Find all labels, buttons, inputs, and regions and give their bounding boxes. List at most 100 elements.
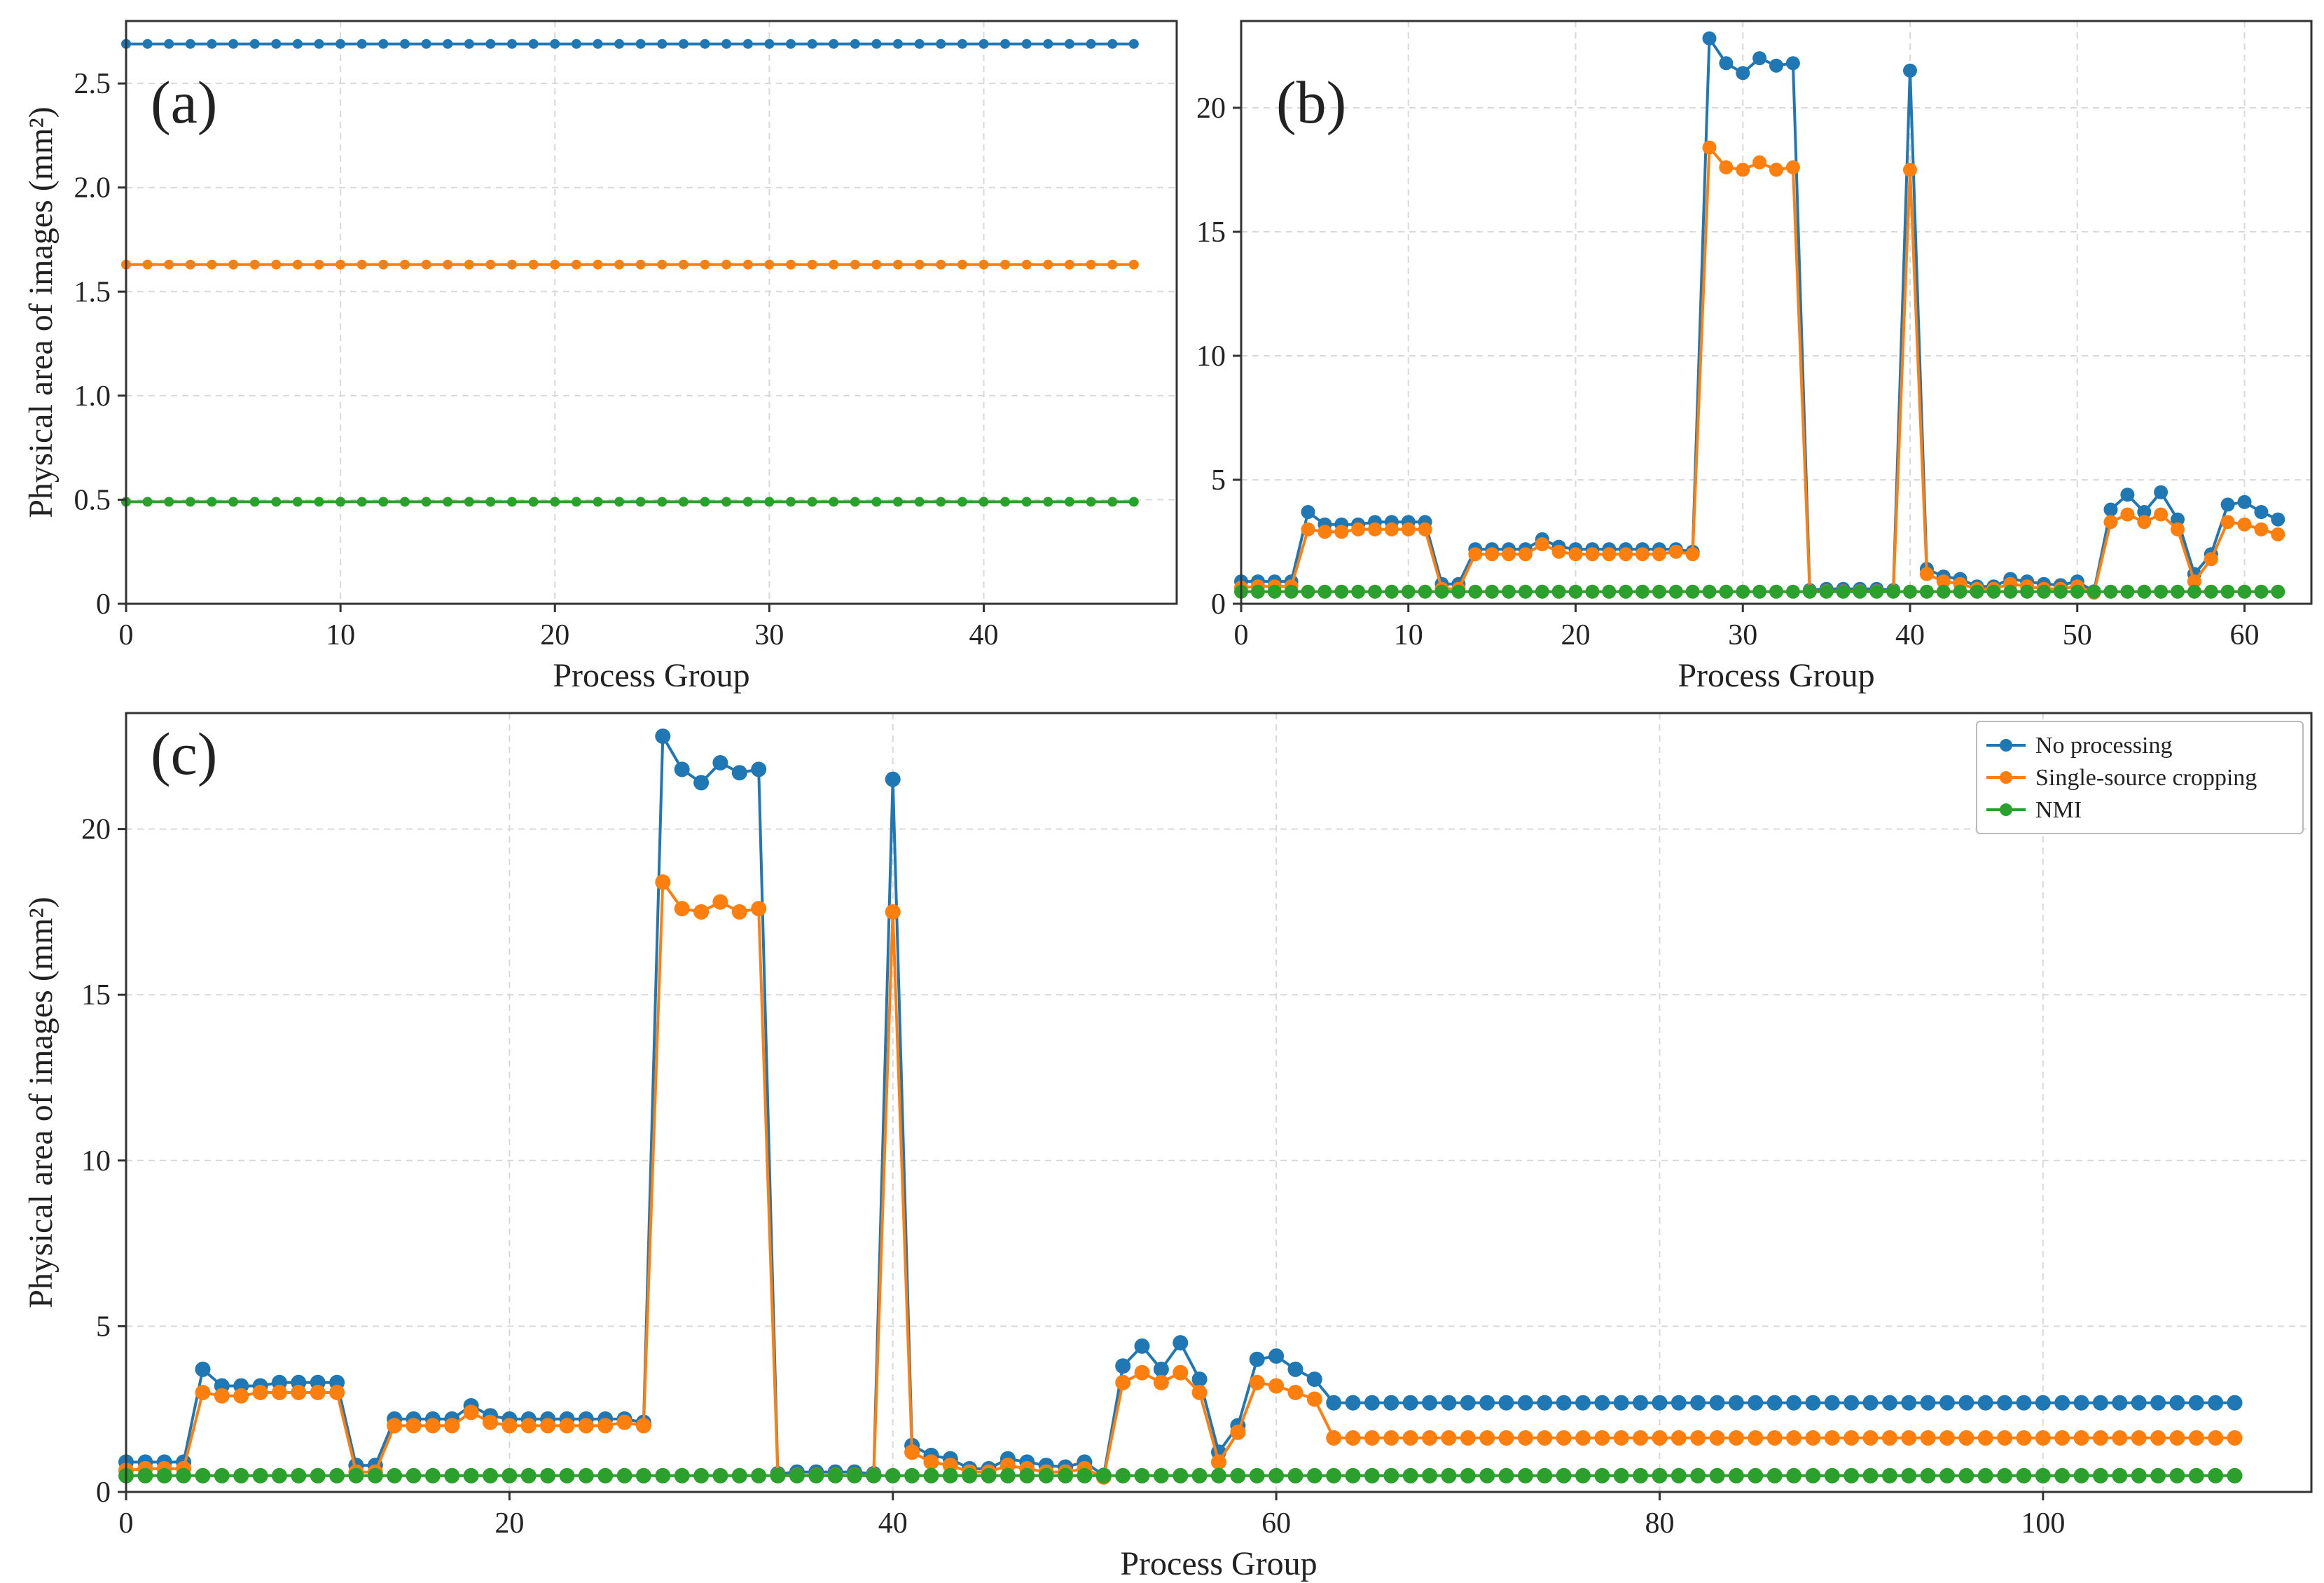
- data-point: [1836, 584, 1851, 599]
- data-point: [292, 497, 303, 507]
- data-point: [1824, 1467, 1840, 1484]
- x-tick-label: 0: [119, 619, 134, 651]
- data-point: [1402, 1395, 1418, 1411]
- data-point: [252, 1467, 268, 1484]
- data-point: [314, 259, 324, 270]
- data-point: [2254, 522, 2269, 537]
- data-point: [904, 1444, 920, 1460]
- data-point: [1107, 259, 1118, 270]
- legend-item-single_source: Single-source cropping: [1986, 765, 2257, 791]
- data-point: [387, 1418, 403, 1434]
- data-point: [348, 1467, 364, 1484]
- data-point: [2204, 552, 2218, 567]
- data-point: [1537, 1467, 1553, 1484]
- data-point: [2208, 1395, 2224, 1411]
- data-point: [1537, 1395, 1553, 1411]
- data-point: [1594, 1467, 1610, 1484]
- data-point: [1351, 522, 1366, 537]
- data-point: [207, 259, 217, 270]
- data-point: [1021, 259, 1032, 270]
- data-point: [271, 1385, 287, 1400]
- data-point: [1086, 39, 1096, 49]
- data-point: [1953, 584, 1967, 599]
- y-tick-label: 20: [81, 814, 111, 846]
- data-point: [378, 497, 389, 507]
- data-point: [807, 497, 817, 507]
- data-point: [2120, 488, 2135, 502]
- data-point: [731, 904, 747, 920]
- data-point: [357, 39, 367, 49]
- data-point: [310, 1385, 326, 1400]
- data-point: [2137, 584, 2152, 599]
- data-point: [1690, 1467, 1706, 1484]
- data-point: [142, 497, 153, 507]
- data-point: [1364, 1430, 1380, 1446]
- data-point: [233, 1388, 249, 1404]
- data-point: [1173, 1335, 1189, 1351]
- data-point: [1786, 1467, 1802, 1484]
- data-point: [635, 259, 646, 270]
- data-point: [712, 894, 728, 910]
- data-point: [1551, 544, 1566, 559]
- data-point: [2237, 584, 2252, 599]
- series-single_source: [118, 874, 2243, 1485]
- data-point: [1021, 497, 1032, 507]
- data-point: [885, 771, 901, 787]
- legend-box: [1976, 721, 2304, 834]
- x-tick-label: 20: [540, 619, 569, 651]
- y-tick-label: 0: [96, 1477, 111, 1509]
- data-point: [693, 775, 710, 791]
- data-point: [1766, 1467, 1783, 1484]
- data-point: [1997, 1467, 2013, 1484]
- data-point: [400, 497, 410, 507]
- x-tick-label: 60: [2230, 619, 2260, 651]
- data-point: [693, 1467, 710, 1484]
- data-point: [421, 39, 431, 49]
- data-point: [2154, 584, 2169, 599]
- data-point: [1134, 1338, 1150, 1354]
- data-point: [2237, 495, 2252, 509]
- data-point: [1668, 544, 1683, 559]
- data-point: [1086, 259, 1096, 270]
- x-tick-label: 100: [2021, 1507, 2065, 1540]
- data-point: [559, 1418, 575, 1434]
- data-point: [271, 39, 282, 49]
- data-point: [1702, 584, 1717, 599]
- data-point: [893, 497, 903, 507]
- data-point: [1702, 31, 1717, 46]
- data-point: [1301, 505, 1315, 519]
- data-point: [914, 259, 925, 270]
- data-point: [655, 728, 671, 745]
- data-point: [406, 1418, 422, 1434]
- data-point: [1000, 497, 1011, 507]
- data-point: [1306, 1371, 1322, 1388]
- y-tick-label: 0.5: [74, 484, 111, 516]
- data-point: [2035, 1395, 2051, 1411]
- data-point: [808, 1467, 824, 1484]
- data-point: [1287, 1467, 1303, 1484]
- legend-item-no_processing: No processing: [1986, 733, 2172, 759]
- data-point: [936, 259, 946, 270]
- data-point: [1633, 1395, 1649, 1411]
- data-point: [502, 1418, 518, 1434]
- data-point: [314, 497, 324, 507]
- data-point: [850, 497, 860, 507]
- data-point: [310, 1467, 326, 1484]
- data-point: [1268, 1467, 1285, 1484]
- data-point: [635, 39, 646, 49]
- series-single_source: [121, 259, 1139, 270]
- data-point: [1719, 160, 1734, 174]
- data-point: [1769, 163, 1783, 177]
- data-point: [1920, 1395, 1936, 1411]
- legend-label: NMI: [2035, 797, 2082, 823]
- data-point: [2150, 1467, 2166, 1484]
- legend-label: Single-source cropping: [2035, 765, 2257, 791]
- data-point: [2016, 1395, 2032, 1411]
- data-point: [443, 497, 453, 507]
- data-point: [1752, 155, 1767, 170]
- data-point: [2208, 1430, 2224, 1446]
- data-point: [1191, 1371, 1208, 1388]
- data-point: [1441, 1467, 1457, 1484]
- data-point: [1736, 584, 1750, 599]
- data-point: [2112, 1467, 2128, 1484]
